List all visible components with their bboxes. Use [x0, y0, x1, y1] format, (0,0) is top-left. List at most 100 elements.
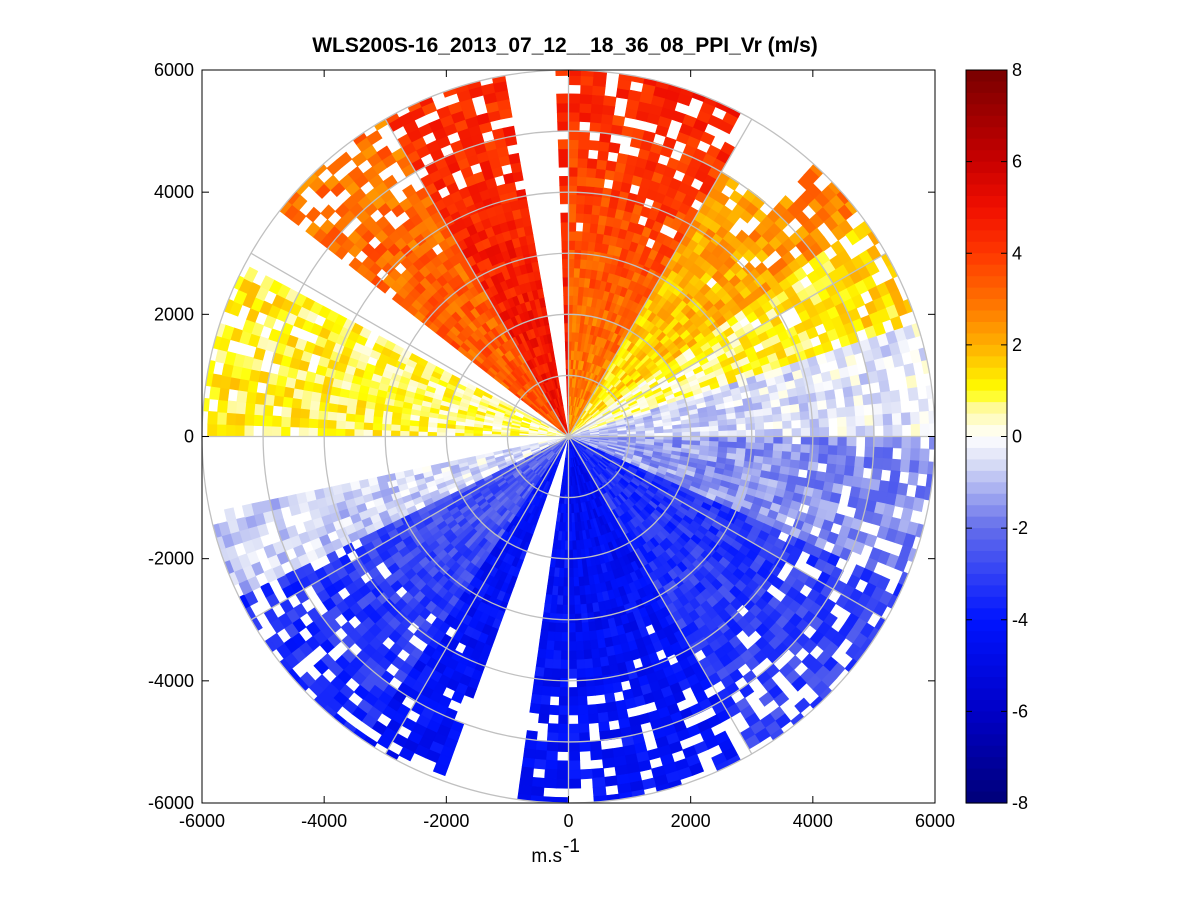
velocity-cell — [326, 427, 337, 437]
velocity-cell — [772, 443, 784, 452]
velocity-cell — [558, 705, 569, 716]
velocity-cell — [598, 140, 611, 152]
velocity-cell — [225, 412, 237, 426]
velocity-cell — [791, 443, 802, 454]
velocity-cell — [602, 104, 616, 116]
velocity-cell — [221, 362, 234, 378]
velocity-cell — [557, 723, 569, 734]
velocity-cell — [606, 710, 619, 722]
velocity-cell — [762, 407, 773, 417]
velocity-cell — [568, 175, 578, 186]
velocity-cell — [595, 168, 607, 180]
velocity-cell — [736, 429, 747, 437]
velocity-cell — [582, 222, 592, 233]
velocity-cell — [408, 430, 419, 437]
velocity-cell — [551, 668, 561, 679]
velocity-cell — [557, 586, 564, 597]
velocity-cell — [744, 448, 756, 457]
velocity-cell — [744, 416, 756, 425]
velocity-cell — [558, 696, 569, 707]
velocity-cell — [601, 674, 613, 686]
velocity-cell — [568, 641, 577, 652]
velocity-cell — [907, 387, 919, 402]
velocity-cell — [663, 428, 674, 434]
velocity-cell — [282, 396, 294, 408]
velocity-cell — [592, 195, 603, 207]
velocity-cell — [575, 640, 584, 652]
velocity-cell — [600, 665, 611, 677]
velocity-cell — [537, 648, 547, 660]
velocity-cell — [540, 685, 552, 697]
velocity-cell — [597, 711, 609, 723]
velocity-cell — [603, 95, 617, 107]
velocity-cell — [553, 631, 563, 642]
velocity-cell — [588, 630, 598, 641]
velocity-cell — [543, 777, 557, 789]
velocity-cell — [837, 436, 848, 447]
velocity-cell — [572, 567, 579, 578]
velocity-cell — [588, 140, 600, 151]
velocity-cell — [576, 677, 587, 688]
velocity-cell — [568, 650, 577, 661]
velocity-cell — [568, 139, 580, 150]
velocity-cell — [545, 640, 555, 651]
velocity-cell — [727, 430, 738, 437]
velocity-cell — [568, 568, 574, 578]
velocity-cell — [799, 410, 811, 421]
velocity-cell — [735, 417, 747, 426]
velocity-cell — [589, 121, 602, 133]
velocity-cell — [254, 392, 266, 405]
velocity-cell — [818, 417, 829, 429]
velocity-cell — [837, 426, 848, 437]
velocity-cell — [253, 403, 265, 416]
velocity-cell — [585, 185, 596, 197]
velocity-cell — [560, 632, 569, 643]
velocity-cell — [764, 428, 775, 437]
velocity-cell — [717, 419, 728, 427]
velocity-cell — [806, 392, 818, 404]
velocity-cell — [381, 423, 392, 431]
velocity-cell — [318, 401, 330, 412]
velocity-cell — [574, 622, 583, 633]
velocity-cell — [596, 159, 608, 171]
velocity-cell — [568, 276, 575, 287]
velocity-cell — [216, 411, 228, 425]
velocity-cell — [309, 399, 321, 411]
velocity-cell — [788, 395, 800, 406]
velocity-cell — [699, 426, 710, 433]
velocity-cell — [568, 604, 576, 615]
velocity-cell — [556, 769, 569, 780]
velocity-cell — [700, 131, 716, 146]
velocity-cell — [799, 452, 811, 463]
velocity-cell — [568, 304, 574, 315]
velocity-cell — [892, 424, 903, 437]
velocity-cell — [581, 231, 591, 242]
velocity-cell — [344, 420, 355, 430]
velocity-cell — [828, 436, 839, 447]
velocity-cell — [843, 465, 855, 477]
velocity-cell — [372, 422, 383, 431]
velocity-cell — [876, 368, 889, 383]
velocity-cell — [281, 406, 292, 418]
velocity-cell — [568, 185, 578, 196]
velocity-cell — [882, 413, 894, 426]
velocity-cell — [843, 396, 855, 408]
velocity-cell — [568, 267, 575, 278]
velocity-cell — [763, 421, 774, 431]
velocity-cell — [908, 460, 920, 474]
velocity-cell — [580, 84, 594, 96]
velocity-cell — [590, 112, 603, 124]
velocity-cell — [568, 203, 577, 214]
velocity-cell — [559, 668, 569, 679]
velocity-cell — [547, 575, 555, 587]
velocity-cell — [576, 194, 586, 205]
velocity-cell — [345, 412, 356, 422]
velocity-cell — [427, 431, 437, 437]
velocity-cell — [576, 686, 588, 697]
velocity-cell — [754, 429, 765, 437]
velocity-cell — [836, 407, 847, 419]
velocity-cell — [534, 749, 547, 761]
velocity-cell — [308, 417, 319, 429]
velocity-cell — [892, 436, 903, 449]
velocity-cell — [873, 414, 884, 427]
